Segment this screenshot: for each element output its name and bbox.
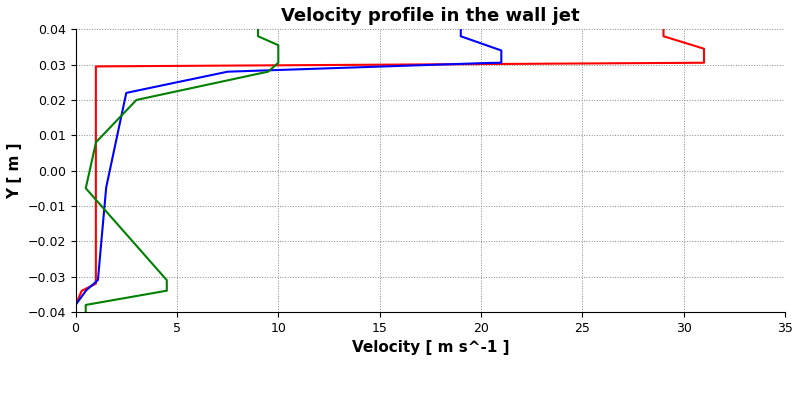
Y=21 xyxy=(70,310,80,314)
Y=21 xyxy=(658,32,668,37)
Y=21 xyxy=(91,277,101,282)
Y=25 xyxy=(456,27,466,32)
Y=40 xyxy=(162,277,171,282)
Y=40 xyxy=(81,310,90,314)
Y=25 xyxy=(101,189,110,194)
Y=40 xyxy=(254,32,263,37)
Y=40 xyxy=(84,189,94,194)
Y=25 xyxy=(94,260,104,265)
X-axis label: Velocity [ m s^-1 ]: Velocity [ m s^-1 ] xyxy=(352,340,509,355)
Y=21 xyxy=(91,189,101,194)
Y=40 xyxy=(254,27,263,32)
Line: Y=40: Y=40 xyxy=(86,29,278,312)
Y-axis label: Y [ m ]: Y [ m ] xyxy=(7,142,22,199)
Y=25 xyxy=(100,201,110,206)
Y=40 xyxy=(147,260,157,265)
Legend: Y=21, Y=25, Y=40: Y=21, Y=25, Y=40 xyxy=(285,398,575,400)
Y=40 xyxy=(270,63,280,68)
Title: Velocity profile in the wall jet: Velocity profile in the wall jet xyxy=(281,7,580,25)
Line: Y=25: Y=25 xyxy=(75,29,502,312)
Y=25 xyxy=(414,63,423,68)
Line: Y=21: Y=21 xyxy=(75,29,704,312)
Y=21 xyxy=(279,63,289,68)
Y=25 xyxy=(456,32,466,37)
Y=25 xyxy=(93,277,102,282)
Y=25 xyxy=(70,310,80,314)
Y=21 xyxy=(658,27,668,32)
Y=21 xyxy=(91,260,101,265)
Y=40 xyxy=(94,201,104,206)
Y=21 xyxy=(91,201,101,206)
